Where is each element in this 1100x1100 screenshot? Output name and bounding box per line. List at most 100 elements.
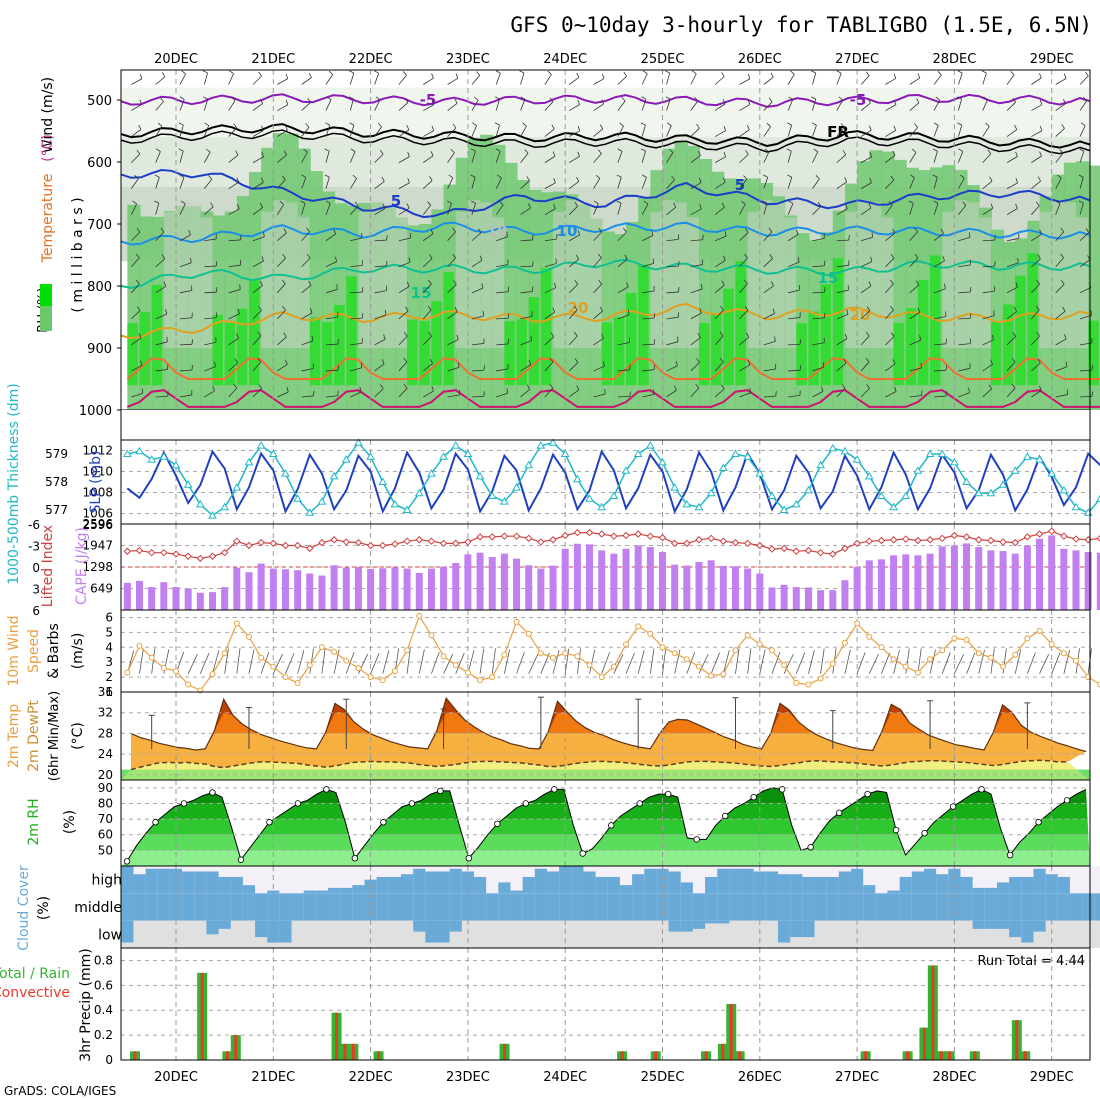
li-marker [975, 536, 983, 544]
wind-barb-flag [914, 253, 919, 259]
wind-speed-marker [671, 650, 678, 657]
wind-barb [836, 388, 846, 398]
cloud-cover-bar [607, 876, 621, 894]
cloud-cell-bg [753, 920, 767, 948]
surface-wind-barb [613, 653, 624, 674]
cloud-cell-bg [1082, 866, 1095, 894]
wind-barb-flag [555, 258, 557, 264]
wind-barb [131, 129, 142, 137]
li-marker [829, 550, 837, 558]
li-marker [622, 531, 630, 540]
wind-barb [350, 237, 363, 242]
wind-barb [252, 361, 262, 372]
li-marker [476, 533, 484, 541]
rh-tick-label: 60 [98, 828, 113, 842]
wind-barb [739, 203, 746, 215]
wind-barb [958, 291, 971, 294]
cloud-cover-bar [145, 893, 159, 921]
date-label-top: 24DEC [543, 52, 587, 67]
precip-convective-bar [738, 1051, 742, 1060]
wind-barb [788, 343, 801, 346]
rh-column-high [1027, 253, 1038, 386]
precip-tick-label: 0.8 [94, 953, 113, 967]
rh-column-high [905, 308, 917, 386]
wind-barb [422, 309, 432, 320]
cape-bar [756, 573, 764, 610]
cape-bar [415, 572, 423, 610]
wind-barb-flag [694, 96, 699, 102]
wind-barb-flag [281, 175, 286, 180]
rh-marker [892, 826, 900, 834]
wind-barb-flag [476, 71, 481, 76]
wind-barb [666, 291, 679, 294]
wind-speed-marker [854, 620, 861, 627]
cloud-cover-bar [1082, 893, 1095, 921]
wind-barb [1079, 287, 1091, 294]
wind-barb [617, 203, 622, 215]
wind-barb-flag [577, 125, 581, 131]
wind-barb-flag [483, 391, 485, 397]
wind-barb-flag [178, 122, 184, 126]
cloud-cover-bar [1009, 876, 1022, 894]
li-marker [841, 544, 849, 553]
cloud-cell-bg [875, 866, 889, 894]
wind-barb [934, 369, 947, 372]
isotherm-label: 15 [818, 269, 839, 287]
wind-barb [739, 104, 751, 111]
cloud-cover-bar [936, 874, 949, 894]
cape-bar [488, 556, 496, 610]
wind-barb [277, 179, 286, 189]
cape-bar [342, 567, 350, 610]
ylabel-temp-unit2: (°C) [70, 722, 86, 750]
thickness-marker [998, 480, 1008, 488]
cape-bar [914, 555, 922, 610]
wind-barb-flag [914, 227, 918, 232]
wind-barb [155, 341, 168, 346]
cloud-cover-bar [218, 893, 232, 921]
wind-barb-flag [479, 255, 483, 261]
wind-barb [131, 310, 141, 320]
wind-barb [982, 363, 993, 372]
cape-tick-label: 1298 [82, 560, 113, 574]
wind-speed-marker [878, 644, 885, 651]
wind-barb-flag [1090, 310, 1092, 316]
wind-barb-flag [141, 388, 144, 394]
cloud-cover-bar [376, 893, 390, 921]
thickness-marker [1047, 469, 1057, 477]
wind-barb [447, 394, 460, 398]
cloud-cell-bg [230, 920, 244, 948]
wind-barb-flag [305, 123, 310, 128]
precip-convective-bar [1023, 1051, 1027, 1060]
wind-barb-flag [653, 339, 656, 345]
wind-barb [836, 99, 844, 111]
cloud-cover-bar [182, 893, 195, 921]
wind-barb [1055, 152, 1064, 163]
wind-barb-flag [1039, 385, 1042, 391]
cape-bar [123, 582, 131, 610]
rh-column-high [504, 321, 515, 386]
wind-barb-flag [181, 70, 186, 75]
wind-barb-flag [1079, 148, 1085, 152]
cloud-cover-bar [1009, 920, 1022, 938]
wind-barb-flag [429, 358, 433, 364]
wind-barb [1055, 231, 1065, 242]
wind-barb-flag [551, 124, 555, 130]
wind-barb-flag [990, 359, 993, 365]
cape-bar [1072, 550, 1080, 610]
thickness-marker [390, 499, 400, 508]
wind-speed-marker [501, 651, 508, 658]
wind-barb [593, 178, 601, 189]
thickness-marker [877, 491, 886, 499]
wind-barb [739, 154, 749, 163]
wind-barb-flag [155, 148, 161, 152]
wind-barb [1031, 77, 1042, 85]
wind-barb-flag [139, 99, 143, 105]
cape-bar [172, 587, 180, 610]
wind-barb [666, 99, 671, 111]
wind-barb-flag [915, 280, 920, 286]
wind-barb-flag [528, 203, 531, 209]
wind-barb [1055, 338, 1067, 346]
wind-barb-flag [845, 203, 848, 209]
ylabel-millibars: ( m i l l i b a r s ) [70, 197, 86, 312]
cloud-cover-bar [1094, 893, 1100, 921]
